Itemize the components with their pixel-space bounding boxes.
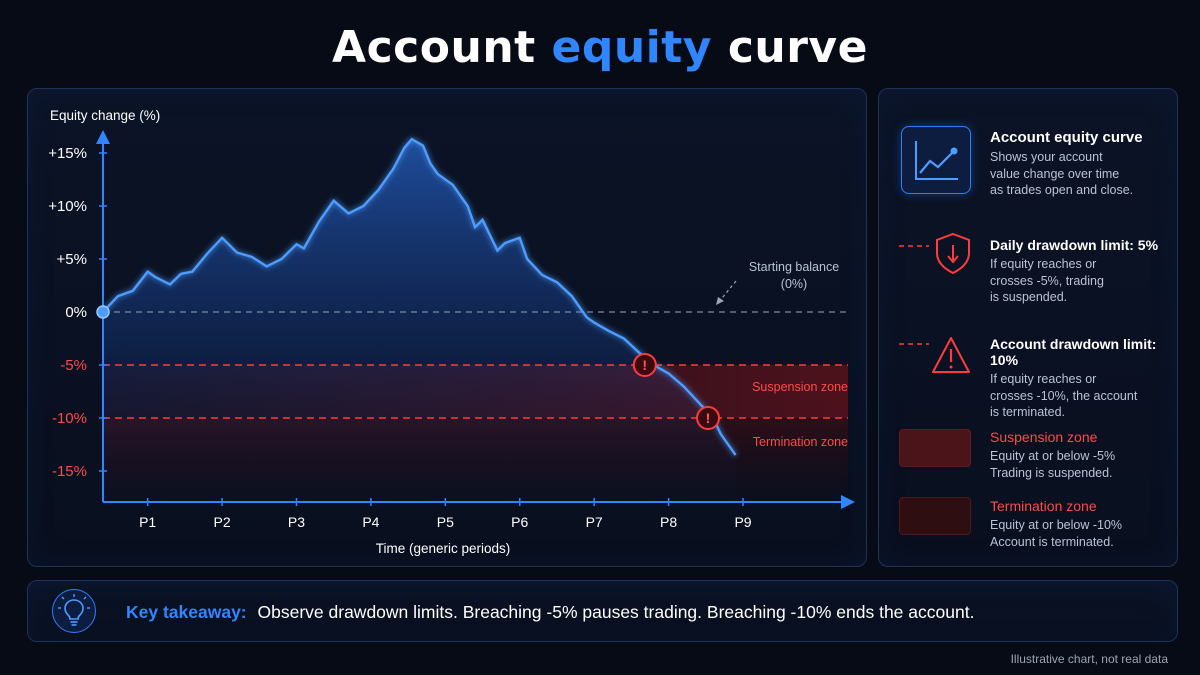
starting-balance-pointer (717, 280, 737, 304)
legend-account-line1: If equity reaches or (990, 372, 1097, 386)
y-tick-label: 0% (65, 304, 87, 321)
legend-suspension-desc: Equity at or below -5% Trading is suspen… (990, 448, 1115, 481)
x-tick-label: P8 (660, 514, 677, 530)
legend-panel: Account equity curve Shows your account … (878, 88, 1178, 567)
legend-account-line2: crosses -10%, the account (990, 388, 1138, 403)
line-chart-icon (901, 126, 971, 194)
x-tick-label: P5 (437, 514, 454, 530)
legend-suspension-line1: Equity at or below -5% (990, 449, 1116, 463)
chart-panel: +15% +10% +5% 0% -5% -10% -15% P1 P2 P3 P4 P5 P6 P7 P… (27, 88, 867, 567)
termination-zone-label: Termination zone (753, 435, 848, 449)
legend-account-desc: If equity reaches or crosses -10%, the a… (990, 371, 1177, 421)
y-tick-label: +5% (57, 251, 87, 268)
warning-icon (899, 337, 970, 373)
legend-daily-line2: crosses -5%, trading (990, 273, 1104, 288)
equity-area (103, 139, 736, 502)
y-axis-label: Equity change (%) (50, 108, 160, 123)
title-prefix: Account (332, 22, 536, 73)
takeaway-label: Key takeaway: (126, 602, 247, 622)
legend-account-title: Account drawdown limit: 10% (990, 336, 1157, 368)
page-title: Account equity curve (0, 22, 1200, 73)
x-tick-label: P3 (288, 514, 305, 530)
equity-line (102, 137, 737, 456)
suspension-zone-label: Suspension zone (752, 380, 848, 394)
y-tick-label: -15% (52, 463, 87, 480)
legend-termination-title: Termination zone (990, 498, 1097, 514)
breach-marker (632, 353, 657, 377)
starting-balance-label-line2: (0%) (781, 277, 807, 291)
title-highlight: equity (551, 22, 712, 73)
exclamation-icon: ! (642, 357, 647, 373)
legend-suspension-title: Suspension zone (990, 429, 1098, 445)
x-tick-label: P2 (214, 514, 231, 530)
y-tick-label: +10% (48, 198, 87, 215)
legend-daily-title: Daily drawdown limit: 5% (990, 237, 1159, 253)
footnote: Illustrative chart, not real data (1010, 652, 1168, 666)
x-tick-label: P1 (139, 514, 156, 530)
starting-balance-label-line1: Starting balance (749, 260, 839, 274)
legend-suspension-line2: Trading is suspended. (990, 465, 1113, 480)
equity-chart: +15% +10% +5% 0% -5% -10% -15% P1 P2 P3 P4 P5 P6 P7 P… (48, 108, 855, 556)
start-point (96, 305, 110, 319)
takeaway-text: Key takeaway: Observe drawdown limits. B… (126, 602, 974, 623)
shield-down-icon (899, 232, 970, 275)
x-axis-label: Time (generic periods) (376, 541, 511, 556)
x-tick-label: P6 (511, 514, 528, 530)
legend-account-line3: is terminated. (990, 405, 1066, 419)
legend-equity-line3: as trades open and close. (990, 183, 1134, 197)
legend-equity-line2: value change over time (990, 166, 1120, 181)
x-tick-label: P4 (362, 514, 379, 530)
legend-equity-desc: Shows your account value change over tim… (990, 149, 1143, 199)
y-tick-label: -5% (60, 357, 87, 374)
y-tick-label: +15% (48, 145, 87, 162)
exclamation-icon: ! (706, 410, 711, 426)
legend-equity-line1: Shows your account (990, 150, 1103, 164)
x-tick-label: P9 (734, 514, 751, 530)
termination-zone-swatch (899, 497, 971, 535)
legend-daily-line1: If equity reaches or (990, 257, 1097, 271)
legend-termination-desc: Equity at or below -10% Account is termi… (990, 517, 1122, 550)
legend-daily-line3: is suspended. (990, 290, 1068, 304)
x-tick-label: P7 (586, 514, 603, 530)
breach-marker (696, 406, 721, 430)
legend-equity-title: Account equity curve (990, 129, 1143, 146)
takeaway-body: Observe drawdown limits. Breaching -5% p… (257, 602, 975, 622)
legend-termination-line2: Account is terminated. (990, 534, 1114, 549)
title-suffix: curve (727, 22, 868, 73)
legend-daily-desc: If equity reaches or crosses -5%, tradin… (990, 256, 1158, 306)
y-tick-label: -10% (52, 410, 87, 427)
starting-balance-pointer-head (716, 297, 724, 305)
suspension-zone-swatch (899, 429, 971, 467)
takeaway-panel: Key takeaway: Observe drawdown limits. B… (27, 580, 1178, 642)
lightbulb-icon (52, 589, 96, 633)
legend-termination-line1: Equity at or below -10% (990, 518, 1123, 532)
